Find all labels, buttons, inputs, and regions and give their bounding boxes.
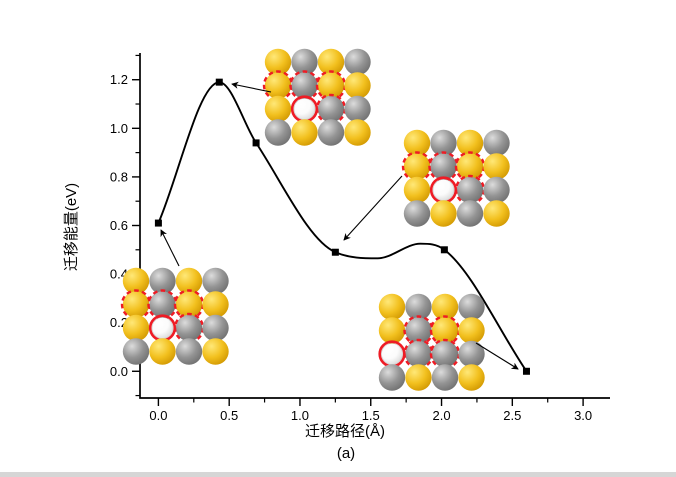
gray-atom (317, 95, 345, 123)
yellow-atom (317, 48, 345, 76)
data-point-marker (215, 78, 223, 86)
y-tick-label: 0.0 (110, 364, 128, 379)
gray-atom (149, 267, 176, 295)
x-tick-label: 0.0 (149, 408, 167, 423)
data-point-marker (331, 248, 339, 256)
subfigure-caption: (a) (336, 445, 356, 462)
structure-intermediate-state (401, 129, 510, 227)
yellow-atom (344, 72, 371, 99)
data-point-marker (522, 367, 530, 375)
yellow-atom (456, 153, 484, 180)
x-tick-label: 2.0 (432, 408, 450, 423)
gray-atom (378, 364, 406, 391)
yellow-atom (175, 291, 203, 318)
gray-atom (456, 176, 484, 204)
gray-atom (430, 153, 457, 180)
data-point-marker (154, 219, 162, 227)
gray-atom (483, 176, 510, 204)
gray-atom (431, 364, 459, 391)
gray-atom (202, 267, 229, 295)
structure-final-state (378, 293, 485, 391)
white-vacancy-atom (151, 317, 174, 339)
white-vacancy-atom (381, 343, 403, 365)
x-tick-label: 0.5 (220, 408, 238, 423)
gray-atom (405, 317, 432, 344)
gray-atom (317, 119, 345, 146)
yellow-atom (264, 72, 292, 99)
yellow-atom (378, 293, 406, 321)
yellow-atom (430, 200, 457, 227)
yellow-atom (483, 153, 510, 180)
yellow-atom (483, 200, 510, 227)
x-axis-title: 迁移路径(Å) (305, 423, 385, 440)
gray-atom (403, 200, 431, 227)
gray-atom (405, 340, 432, 368)
gray-atom (264, 119, 292, 146)
yellow-atom (431, 317, 459, 344)
white-vacancy-atom (293, 98, 316, 120)
gray-atom (175, 314, 203, 342)
yellow-atom (122, 291, 150, 318)
arrow-intermediate-structure-to-dip-point (343, 175, 403, 241)
yellow-atom (344, 119, 371, 146)
gray-atom (431, 340, 459, 368)
yellow-atom (264, 48, 292, 76)
yellow-atom (405, 364, 432, 391)
x-tick-label: 1.5 (362, 408, 380, 423)
yellow-atom (456, 129, 484, 157)
gray-atom (344, 48, 371, 76)
yellow-atom (175, 267, 203, 295)
yellow-atom (122, 267, 150, 295)
y-tick-label: 0.6 (110, 218, 128, 233)
gray-atom (456, 200, 484, 227)
data-point-marker (440, 246, 448, 254)
yellow-atom (122, 314, 150, 342)
axes-frame (139, 53, 610, 399)
arrow-initial-structure-to-start-point (160, 229, 180, 267)
gray-atom (458, 293, 485, 321)
x-tick-label: 3.0 (574, 408, 592, 423)
yellow-atom (403, 129, 431, 157)
x-tick-label: 2.5 (503, 408, 521, 423)
yellow-atom (431, 293, 459, 321)
data-point-marker (252, 139, 260, 147)
yellow-atom (149, 338, 176, 365)
gray-atom (175, 338, 203, 365)
yellow-atom (378, 317, 406, 344)
gray-atom (344, 95, 371, 123)
structure-saddle-point (262, 48, 371, 146)
yellow-atom (458, 364, 485, 391)
gray-atom (405, 293, 432, 321)
gray-atom (291, 72, 318, 99)
gray-atom (291, 48, 318, 76)
arrow-final-structure-to-end-point (475, 342, 519, 370)
structure-initial-state (120, 267, 229, 365)
yellow-atom (458, 317, 485, 344)
y-axis-title: 迁移能量(eV) (63, 182, 80, 272)
yellow-atom (264, 95, 292, 123)
gray-atom (149, 291, 176, 318)
gray-atom (483, 129, 510, 157)
gray-atom (458, 340, 485, 368)
x-tick-label: 1.0 (291, 408, 309, 423)
y-tick-label: 1.0 (110, 121, 128, 136)
y-tick-label: 0.8 (110, 169, 128, 184)
white-vacancy-atom (432, 179, 455, 201)
gray-atom (202, 314, 229, 342)
gray-atom (430, 129, 457, 157)
yellow-atom (202, 338, 229, 365)
y-tick-label: 1.2 (110, 72, 128, 87)
yellow-atom (317, 72, 345, 99)
yellow-atom (202, 291, 229, 318)
yellow-atom (403, 153, 431, 180)
arrow-saddle-structure-to-peak-point (231, 81, 272, 93)
yellow-atom (291, 119, 318, 146)
yellow-atom (403, 176, 431, 204)
slide-edge-strip (0, 472, 676, 477)
gray-atom (122, 338, 150, 365)
